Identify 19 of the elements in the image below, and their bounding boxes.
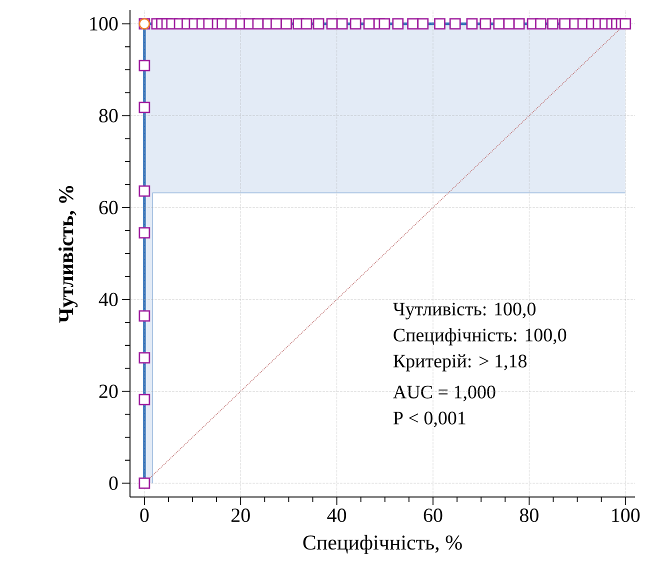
y-tick-label: 60 (99, 200, 118, 214)
y-tick-label: 20 (99, 384, 118, 398)
x-tick-label: 40 (327, 508, 346, 522)
x-tick-label: 0 (140, 508, 149, 522)
annotation: Чутливість: 100,0 (393, 302, 536, 320)
y-tick-label: 80 (99, 108, 118, 122)
x-tick-label: 100 (612, 508, 640, 522)
annotation: AUC = 1,000 (393, 386, 496, 402)
annotation: Специфічність: 100,0 (394, 328, 566, 346)
x-tick-label: 60 (424, 508, 442, 522)
y-axis-title: Чутливість, % (58, 186, 78, 323)
y-tick-label: 40 (98, 292, 118, 306)
x-axis-title: Специфічність, % (303, 534, 462, 554)
annotation: Критерій: > 1,18 (393, 354, 527, 372)
x-tick-label: 20 (232, 508, 250, 522)
y-tick-label: 0 (109, 476, 118, 490)
x-tick-label: 80 (520, 508, 538, 522)
y-tick-label: 100 (90, 17, 118, 31)
annotation: P < 0,001 (393, 412, 466, 428)
